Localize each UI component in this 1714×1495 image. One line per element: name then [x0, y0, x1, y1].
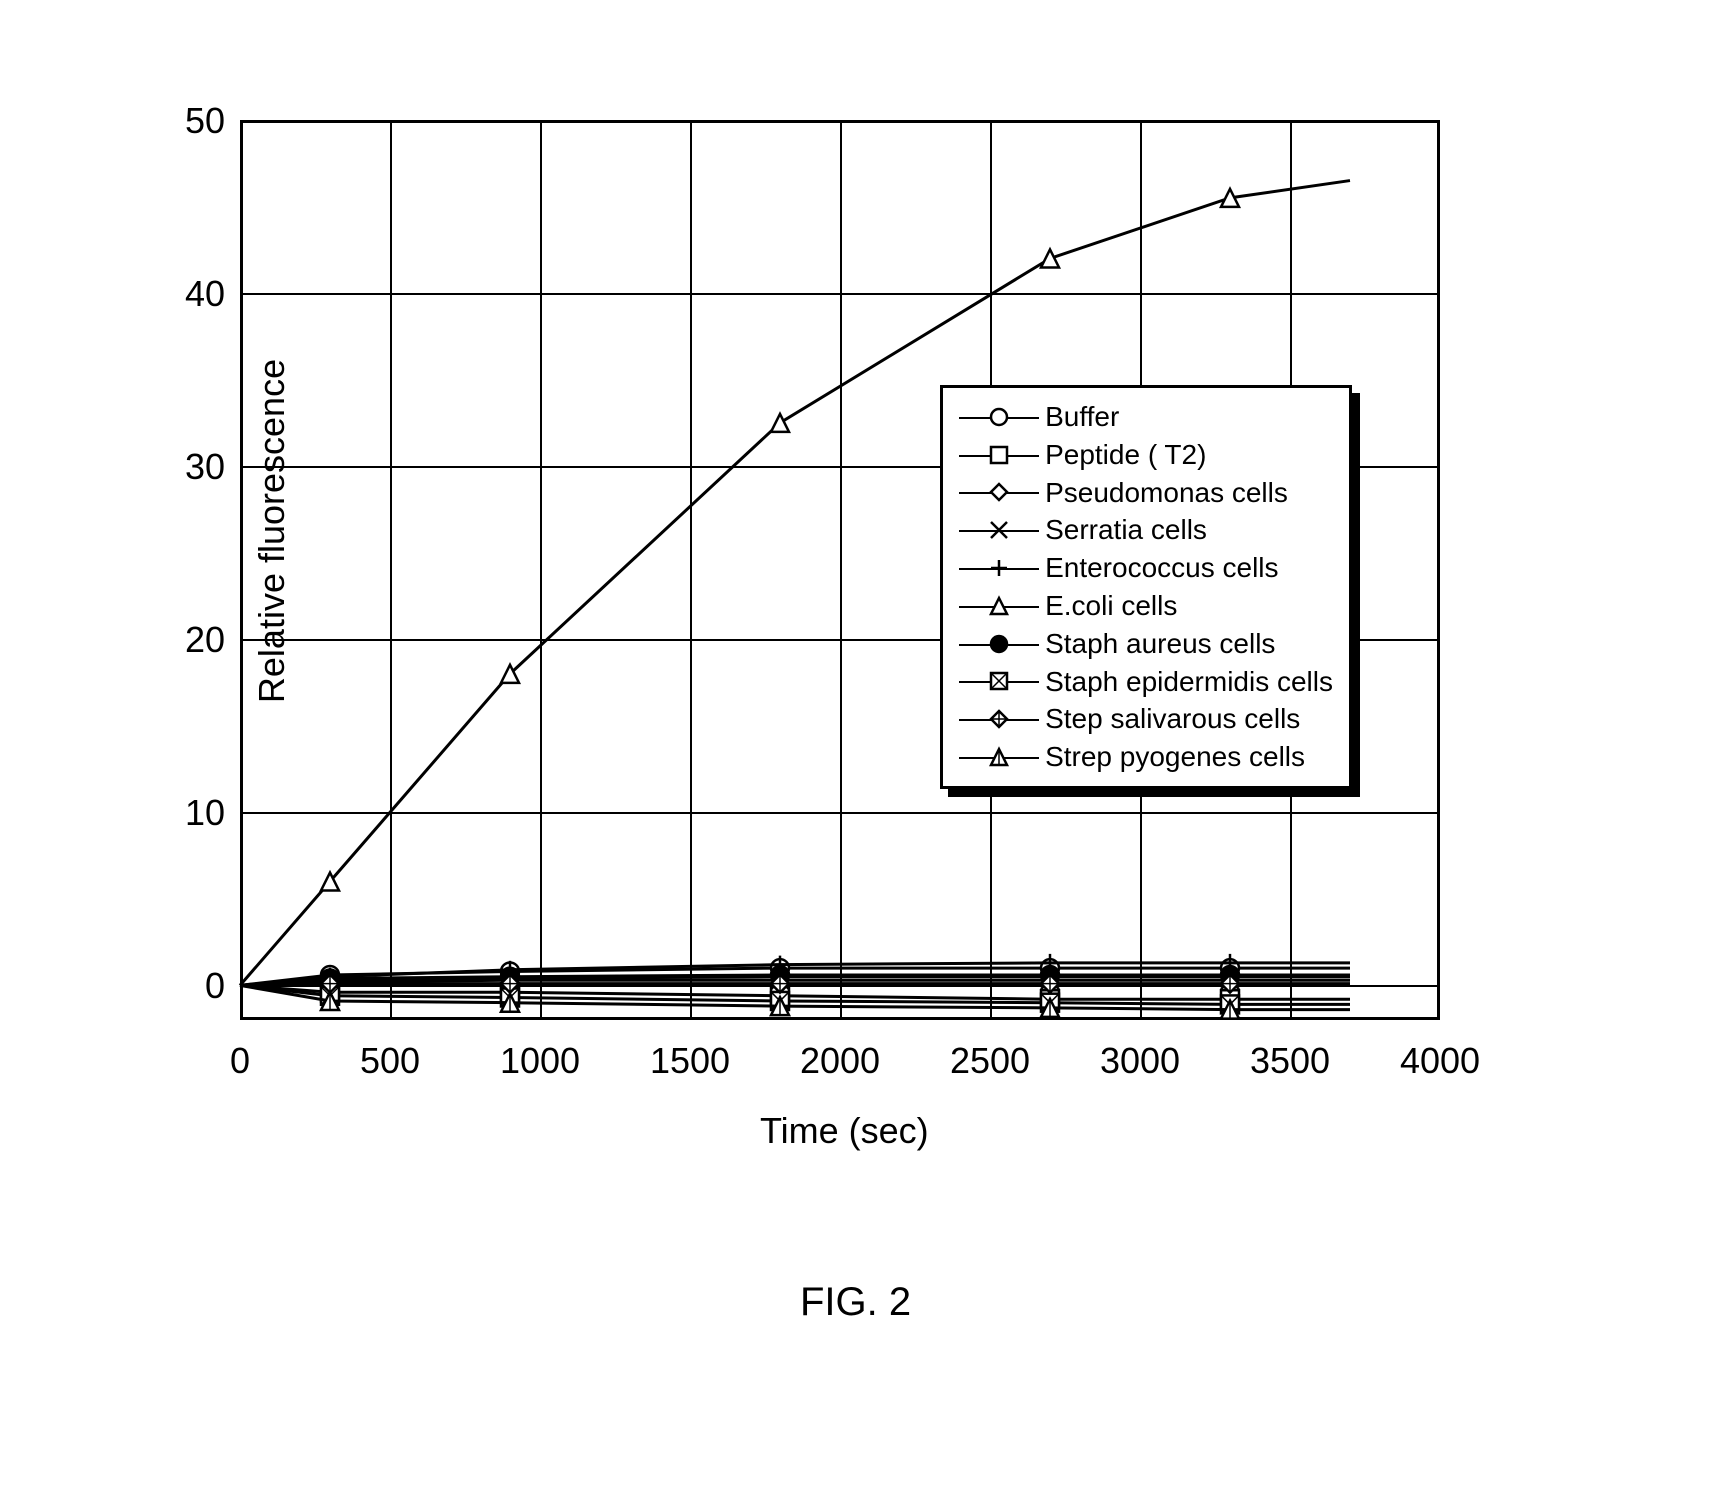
legend-label: Enterococcus cells	[1045, 549, 1278, 587]
legend-marker-icon	[959, 630, 1039, 658]
legend-item: Staph aureus cells	[959, 625, 1333, 663]
x-tick-label: 0	[230, 1040, 250, 1082]
y-tick-label: 0	[165, 965, 225, 1007]
legend-marker-icon	[959, 478, 1039, 506]
series-line	[240, 984, 1350, 986]
legend-item: Staph epidermidis cells	[959, 663, 1333, 701]
data-marker	[1041, 249, 1059, 267]
x-tick-label: 4000	[1400, 1040, 1480, 1082]
legend-item: Buffer	[959, 398, 1333, 436]
legend-marker-icon	[959, 554, 1039, 582]
legend-item: Enterococcus cells	[959, 549, 1333, 587]
legend-item: Pseudomonas cells	[959, 474, 1333, 512]
legend-marker-icon	[959, 743, 1039, 771]
legend-box: BufferPeptide ( T2)Pseudomonas cells Ser…	[940, 385, 1352, 789]
chart-figure: Relative fluorescence Time (sec) FIG. 2	[40, 40, 1714, 1455]
x-axis-label: Time (sec)	[760, 1110, 929, 1152]
plot-area: BufferPeptide ( T2)Pseudomonas cells Ser…	[240, 120, 1440, 1020]
x-tick-label: 1000	[500, 1040, 580, 1082]
legend-marker-icon	[959, 592, 1039, 620]
x-tick-label: 2500	[950, 1040, 1030, 1082]
data-marker	[771, 414, 789, 432]
legend-item: Strep pyogenes cells	[959, 738, 1333, 776]
y-tick-label: 30	[165, 446, 225, 488]
legend-marker-icon	[959, 441, 1039, 469]
x-tick-label: 2000	[800, 1040, 880, 1082]
legend-item: E.coli cells	[959, 587, 1333, 625]
legend-marker-icon	[959, 516, 1039, 544]
x-tick-label: 3000	[1100, 1040, 1180, 1082]
x-tick-label: 500	[360, 1040, 420, 1082]
y-tick-label: 20	[165, 619, 225, 661]
legend-label: Staph epidermidis cells	[1045, 663, 1333, 701]
legend-label: Staph aureus cells	[1045, 625, 1275, 663]
legend-item: Serratia cells	[959, 511, 1333, 549]
legend-label: E.coli cells	[1045, 587, 1177, 625]
legend-label: Peptide ( T2)	[1045, 436, 1206, 474]
figure-caption: FIG. 2	[800, 1280, 911, 1325]
legend-item: Step salivarous cells	[959, 700, 1333, 738]
legend-item: Peptide ( T2)	[959, 436, 1333, 474]
y-tick-label: 50	[165, 100, 225, 142]
y-tick-label: 40	[165, 273, 225, 315]
y-tick-label: 10	[165, 792, 225, 834]
legend-marker-icon	[959, 667, 1039, 695]
legend-label: Serratia cells	[1045, 511, 1207, 549]
legend-label: Strep pyogenes cells	[1045, 738, 1305, 776]
x-tick-label: 1500	[650, 1040, 730, 1082]
legend-marker-icon	[959, 403, 1039, 431]
legend-marker-icon	[959, 705, 1039, 733]
legend-label: Buffer	[1045, 398, 1119, 436]
legend-label: Pseudomonas cells	[1045, 474, 1288, 512]
legend-label: Step salivarous cells	[1045, 700, 1300, 738]
x-tick-label: 3500	[1250, 1040, 1330, 1082]
